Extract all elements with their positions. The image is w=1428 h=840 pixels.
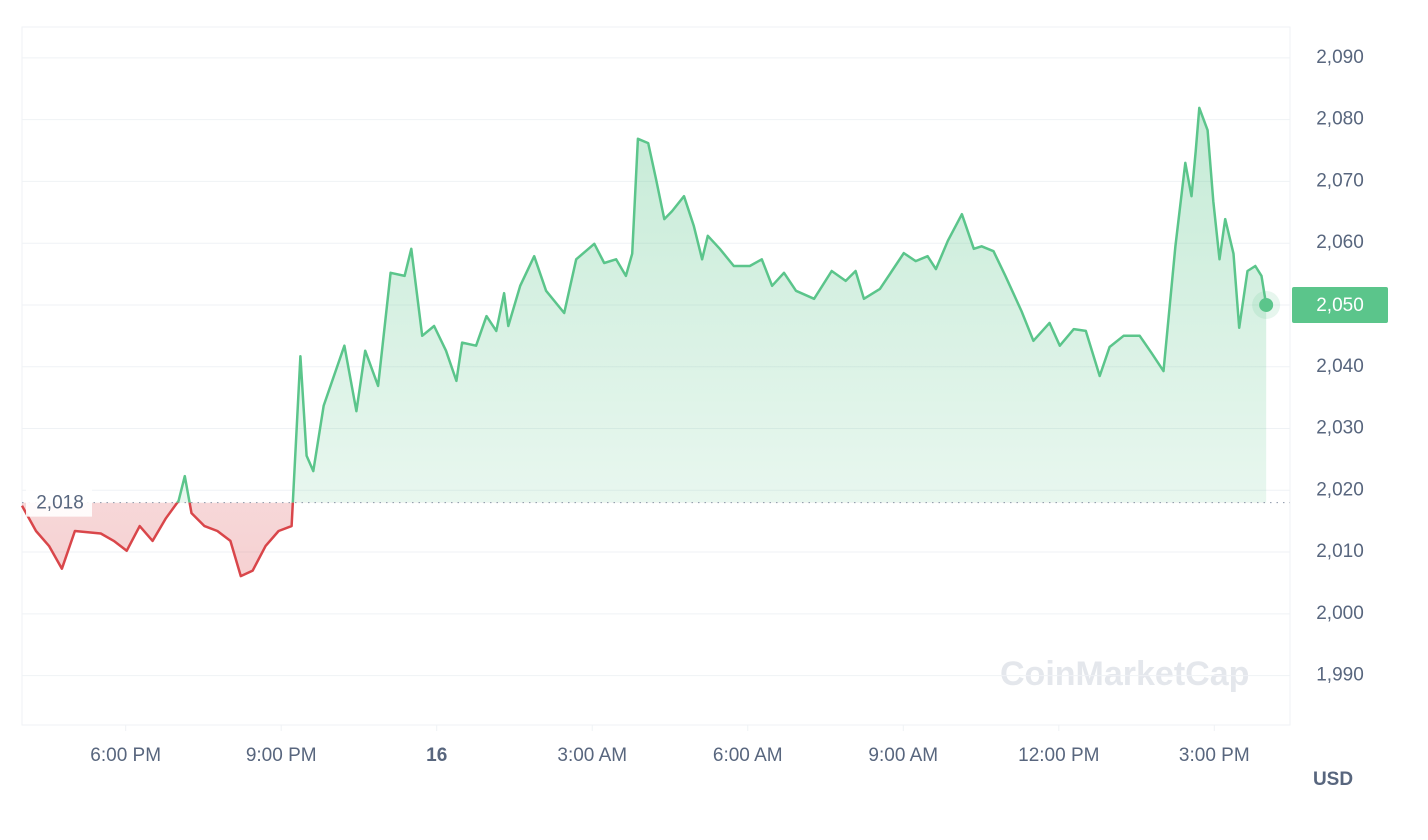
price-line-up — [175, 106, 1268, 503]
y-tick-label: 2,090 — [1316, 47, 1364, 68]
x-tick-label: 3:00 AM — [557, 745, 627, 766]
y-tick-label: 2,030 — [1316, 418, 1364, 439]
watermark: CoinMarketCap — [1000, 655, 1249, 693]
x-tick-label: 6:00 PM — [90, 745, 161, 766]
price-line-down — [20, 502, 295, 578]
y-tick-label: 2,020 — [1316, 479, 1364, 500]
x-tick-label: 12:00 PM — [1018, 745, 1099, 766]
y-tick-label: 2,000 — [1316, 603, 1364, 624]
y-tick-label: 2,040 — [1316, 356, 1364, 377]
y-tick-label: 2,080 — [1316, 109, 1364, 130]
current-price-label: 2,050 — [1316, 295, 1364, 316]
x-tick-label: 9:00 AM — [868, 745, 938, 766]
y-tick-label: 2,070 — [1316, 170, 1364, 191]
y-tick-label: 2,060 — [1316, 232, 1364, 253]
area-down — [22, 502, 293, 577]
x-tick-label: 16 — [426, 745, 447, 766]
baseline-label: 2,018 — [36, 493, 84, 514]
x-tick-label: 6:00 AM — [713, 745, 783, 766]
current-price-box — [1292, 286, 1388, 323]
area-up — [177, 107, 1267, 503]
x-tick-label: 3:00 PM — [1179, 745, 1250, 766]
x-tick-label: 9:00 PM — [246, 745, 317, 766]
baseline-label-bg — [26, 488, 92, 517]
y-tick-label: 1,990 — [1316, 665, 1364, 686]
current-point — [1259, 297, 1274, 312]
y-tick-label: 2,010 — [1316, 541, 1364, 562]
plot-frame — [21, 26, 1291, 726]
currency-label: USD — [1313, 769, 1353, 790]
